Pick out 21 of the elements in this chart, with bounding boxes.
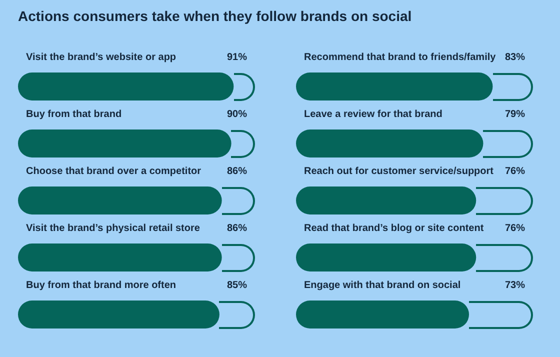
data-label: 85% [226, 280, 248, 291]
data-label: 76% [504, 223, 526, 234]
data-label: 86% [226, 223, 248, 234]
y-tick-label: Choose that brand over a competitor [26, 166, 202, 177]
data-label: 90% [226, 109, 248, 120]
data-label: 79% [504, 109, 526, 120]
y-tick-label: Read that brand’s blog or site content [304, 223, 484, 234]
y-tick-label: Recommend that brand to friends/family [304, 52, 496, 63]
y-tick-label: Reach out for customer service/support [304, 166, 494, 177]
data-label: 73% [504, 280, 526, 291]
chart-title: Actions consumers take when they follow brands on social [18, 8, 412, 24]
y-tick-label: Engage with that brand on social [304, 280, 461, 291]
data-label: 86% [226, 166, 248, 177]
y-tick-label: Visit the brand’s website or app [26, 52, 176, 63]
y-tick-label: Buy from that brand more often [26, 280, 176, 291]
y-tick-label: Leave a review for that brand [304, 109, 442, 120]
data-label: 76% [504, 166, 526, 177]
y-tick-label: Buy from that brand [26, 109, 122, 120]
data-label: 91% [226, 52, 248, 63]
y-tick-label: Visit the brand’s physical retail store [26, 223, 200, 234]
data-label: 83% [504, 52, 526, 63]
